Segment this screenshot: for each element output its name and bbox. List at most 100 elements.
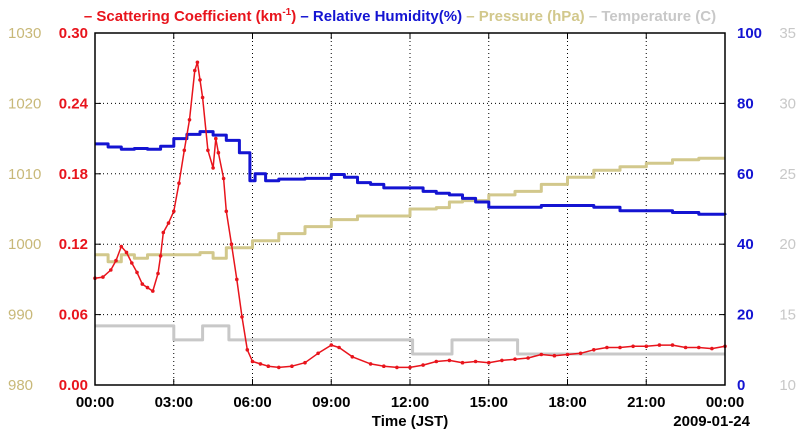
legend-superscript: -1 (282, 7, 291, 18)
data-point (539, 352, 544, 357)
data-point (229, 242, 234, 246)
data-point (552, 353, 557, 358)
series-line (95, 130, 727, 216)
data-point (447, 358, 452, 363)
series-pressure (95, 156, 725, 264)
x-tick-label: 06:00 (233, 394, 271, 411)
temperature-tick-label: 10 (779, 377, 796, 394)
data-point (683, 345, 688, 350)
data-point (266, 364, 271, 369)
data-point (198, 78, 202, 82)
scattering-tick-label: 0.00 (59, 377, 88, 394)
series-line (95, 324, 725, 356)
data-point (172, 209, 176, 214)
date-label: 2009-01-24 (673, 413, 750, 430)
data-point (216, 150, 221, 155)
x-tick-label: 03:00 (155, 394, 193, 411)
data-point (151, 289, 155, 293)
data-point (526, 356, 530, 360)
data-point (565, 352, 570, 357)
legend-entry: – Scattering Coefficient (km (84, 8, 282, 25)
humidity-tick-label: 100 (737, 25, 762, 42)
data-point (193, 68, 197, 73)
data-point (473, 359, 478, 364)
data-point (500, 358, 504, 363)
humidity-tick-label: 60 (737, 166, 754, 183)
temperature-tick-label: 25 (779, 166, 796, 183)
pressure-tick-label: 1030 (8, 25, 41, 42)
legend-entry: – Relative Humidity(%) (296, 8, 462, 25)
data-point (166, 221, 171, 225)
data-point (140, 282, 145, 286)
data-point (109, 268, 113, 272)
data-point (177, 181, 181, 185)
data-point (206, 148, 210, 153)
data-point (221, 176, 226, 181)
temperature-tick-label: 15 (779, 307, 796, 324)
data-point (224, 209, 229, 214)
temperature-tick-label: 35 (779, 25, 796, 42)
data-point (487, 360, 491, 365)
data-point (214, 136, 218, 141)
scattering-tick-label: 0.30 (59, 25, 88, 42)
data-point (710, 346, 714, 351)
data-point (158, 254, 163, 258)
data-point (592, 348, 596, 352)
data-point (337, 345, 341, 350)
humidity-tick-label: 80 (737, 95, 754, 112)
data-point (161, 230, 166, 235)
scattering-tick-label: 0.06 (59, 307, 88, 324)
data-point (135, 270, 139, 275)
data-point (434, 359, 439, 364)
pressure-tick-label: 980 (8, 377, 33, 394)
scattering-tick-label: 0.12 (59, 236, 88, 253)
data-point (697, 345, 701, 350)
data-point (145, 285, 150, 290)
data-point (235, 277, 239, 282)
scattering-tick-label: 0.24 (59, 95, 89, 112)
chart-legend: – Scattering Coefficient (km-1) – Relati… (84, 7, 716, 25)
data-point (258, 362, 263, 366)
legend-entry: – Pressure (hPa) (462, 8, 585, 25)
axis-layer: 00:00 03:00 06:00 09:00 12:00 15:00 18:00 21:00… (8, 25, 796, 430)
x-tick-label: 00:00 (706, 394, 744, 411)
data-point (350, 355, 355, 359)
humidity-tick-label: 40 (737, 236, 754, 253)
data-point (408, 365, 412, 370)
data-point (644, 344, 649, 349)
data-point (316, 351, 320, 356)
data-point (578, 351, 583, 356)
data-point (657, 343, 662, 347)
series-relative-humidity (95, 130, 727, 216)
data-point (329, 343, 334, 347)
data-point (211, 166, 215, 170)
data-point (631, 344, 635, 349)
data-point (200, 95, 205, 100)
data-point (101, 275, 105, 279)
x-axis-label: Time (JST) (372, 413, 448, 430)
data-point (182, 148, 187, 153)
pressure-tick-label: 1020 (8, 95, 41, 112)
series-layer (93, 60, 727, 370)
x-tick-label: 09:00 (312, 394, 350, 411)
data-point (277, 365, 281, 370)
scattering-tick-label: 0.18 (59, 166, 88, 183)
data-point (124, 250, 129, 255)
data-point (395, 365, 399, 370)
pressure-tick-label: 1000 (8, 236, 41, 253)
data-point (513, 357, 517, 362)
humidity-tick-label: 20 (737, 307, 754, 324)
x-tick-label: 21:00 (627, 394, 665, 411)
data-point (368, 362, 373, 366)
data-point (156, 271, 160, 276)
data-point (130, 261, 134, 265)
series-line (95, 156, 725, 264)
legend-entry: – Temperature (C) (585, 8, 716, 25)
pressure-tick-label: 990 (8, 307, 33, 324)
humidity-tick-label: 0 (737, 377, 745, 394)
data-point (303, 360, 307, 365)
data-point (114, 258, 118, 263)
data-point (605, 345, 609, 350)
x-tick-label: 18:00 (548, 394, 586, 411)
series-scattering-coefficient (93, 60, 727, 370)
